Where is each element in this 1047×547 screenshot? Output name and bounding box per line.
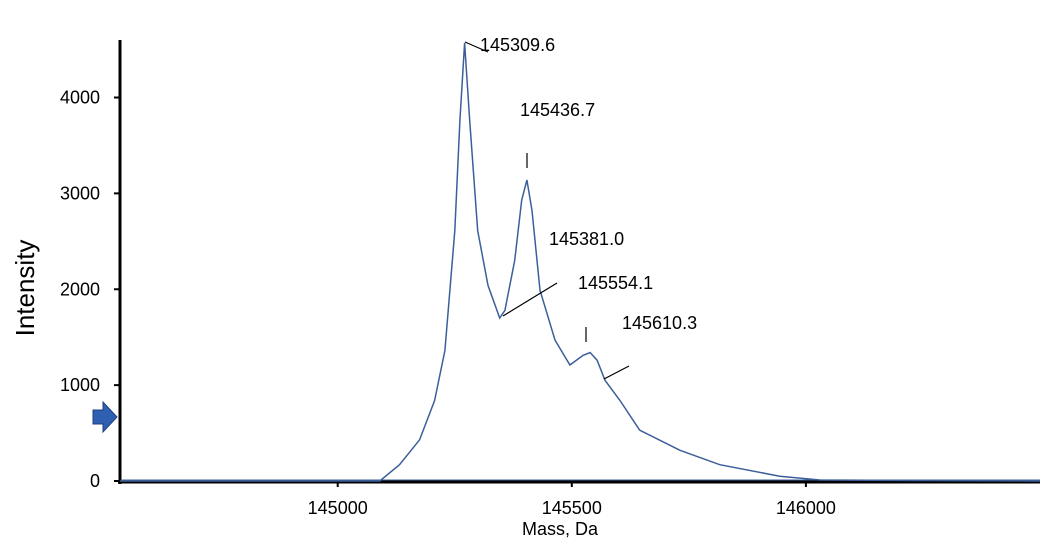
y-tick-label: 2000 [60,279,100,299]
annotation: 145436.7 [520,100,595,120]
y-tick-label: 1000 [60,375,100,395]
spectrum-line [120,42,1041,482]
y-tick-label: 4000 [60,88,100,108]
annotation: 145610.3 [622,313,697,333]
annotation-leader [603,365,630,380]
annotation-leader [464,41,489,53]
x-axis-label: Mass, Da [522,519,599,539]
x-tick-label: 146000 [776,498,836,518]
annotation: 145381.0 [549,229,624,249]
annotation: 145309.6 [480,35,555,55]
y-tick-label: 3000 [60,183,100,203]
annotation: 145554.1 [578,273,653,293]
y-axis-label: Intensity [10,240,40,337]
annotation-leader [502,282,558,317]
marker-arrow [92,400,118,434]
y-tick-label: 0 [90,471,100,491]
x-tick-label: 145500 [542,498,602,518]
x-tick-label: 145000 [308,498,368,518]
